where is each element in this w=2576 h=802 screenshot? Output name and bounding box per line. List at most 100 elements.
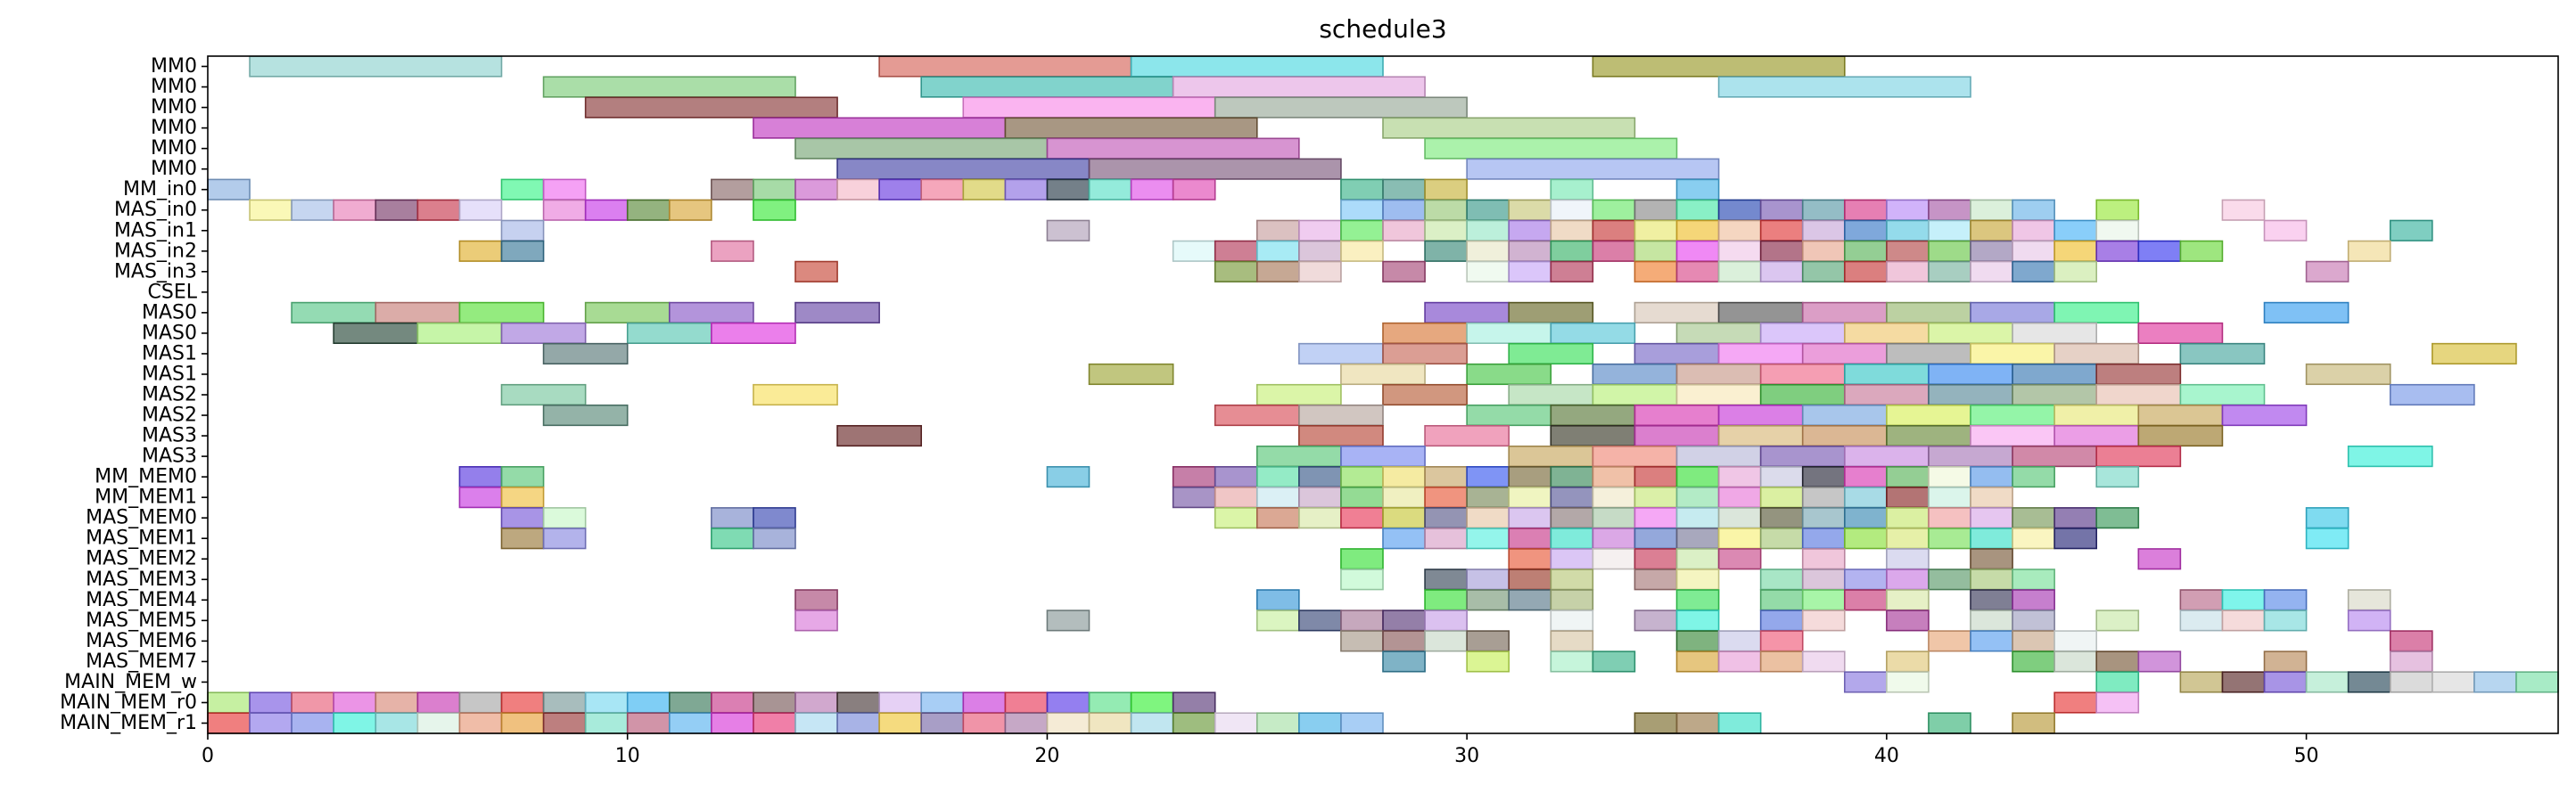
task-bar [2263, 671, 2308, 693]
task-bar [1382, 507, 1426, 529]
task-bar [1970, 199, 2013, 221]
task-bar [500, 487, 545, 509]
task-bar [1886, 260, 1930, 282]
task-bar [1550, 507, 1594, 529]
task-bar [1424, 424, 1510, 447]
task-bar [626, 712, 671, 734]
task-bar [1675, 363, 1762, 386]
task-bar [1801, 548, 1846, 570]
task-bar [2347, 446, 2433, 468]
task-bar [1928, 712, 1971, 734]
task-bar [1801, 487, 1846, 509]
task-bar [458, 487, 503, 509]
task-bar [1550, 322, 1636, 344]
task-bar [1340, 610, 1384, 632]
task-bar [1004, 712, 1049, 734]
task-bar [1592, 487, 1636, 509]
task-bar [1466, 528, 1510, 550]
task-bar [1843, 671, 1888, 693]
task-bar [1382, 383, 1468, 406]
task-bar [1675, 383, 1762, 406]
x-tick-label: 40 [1874, 745, 1899, 767]
task-bar [1970, 240, 2013, 262]
task-bar [1634, 260, 1678, 282]
task-bar [1046, 466, 1090, 488]
task-bar [1466, 507, 1510, 529]
task-bar [1717, 548, 1762, 570]
task-bar [2263, 651, 2308, 673]
task-bar [753, 507, 796, 529]
task-bar [1424, 569, 1468, 591]
task-bar [1886, 507, 1930, 529]
task-bar [1466, 199, 1510, 221]
task-bar [1592, 548, 1636, 570]
task-bar [1886, 569, 1930, 591]
task-bar [1592, 528, 1636, 550]
task-bar [1759, 630, 1804, 652]
task-bar [1970, 219, 2013, 241]
y-tick-label: MAS2 [142, 384, 197, 406]
task-bar [1970, 589, 2013, 611]
task-bar [2095, 610, 2140, 632]
task-bar [1424, 240, 1468, 262]
task-bar [2221, 199, 2266, 221]
task-bar [753, 712, 796, 734]
task-bar [1717, 199, 1762, 221]
task-bar [2095, 651, 2140, 673]
task-bar [794, 712, 838, 734]
task-bar [1088, 712, 1132, 734]
task-bar [1172, 712, 1216, 734]
task-bar [1382, 260, 1426, 282]
task-bar [2221, 610, 2266, 632]
task-bar [1801, 569, 1846, 591]
task-bar [542, 76, 796, 98]
task-bar [1466, 240, 1510, 262]
task-bar [1843, 322, 1930, 344]
task-bar [1759, 363, 1846, 386]
task-bar [1843, 466, 1888, 488]
task-bar [1634, 610, 1678, 632]
task-bar [416, 692, 461, 714]
task-bar [1466, 630, 1510, 652]
task-bar [668, 692, 712, 714]
task-bar [1717, 487, 1762, 509]
task-bar [1298, 424, 1384, 447]
task-bar [1675, 199, 1720, 221]
task-bar [2389, 651, 2433, 673]
task-bar [2053, 301, 2140, 323]
task-bar [1970, 528, 2013, 550]
task-bar [626, 199, 671, 221]
task-bar [2012, 363, 2098, 386]
task-bar [2012, 240, 2055, 262]
y-tick-label: MAIN_MEM_w [64, 671, 197, 693]
task-bar [1675, 260, 1720, 282]
task-bar [1340, 240, 1384, 262]
task-bar [584, 96, 838, 119]
task-bar [1759, 199, 1804, 221]
task-bar [2179, 589, 2224, 611]
task-bar [458, 301, 545, 323]
task-bar [1801, 301, 1888, 323]
task-bars [207, 55, 2559, 734]
task-bar [1088, 178, 1132, 200]
task-bar [458, 712, 503, 734]
task-bar [1675, 589, 1720, 611]
task-bar [1508, 589, 1552, 611]
task-bar [2305, 671, 2350, 693]
y-tick-label: MAS_in0 [114, 199, 197, 221]
task-bar [1717, 301, 1804, 323]
task-bar [1255, 383, 1342, 406]
task-bar [1970, 610, 2013, 632]
task-bar [1717, 630, 1762, 652]
task-bar [2431, 342, 2517, 365]
task-bar [2515, 671, 2559, 693]
chart-title: schedule3 [1319, 14, 1446, 44]
task-bar [1886, 671, 1930, 693]
y-tick-label: MAS_MEM3 [86, 569, 197, 591]
task-bar [1214, 240, 1258, 262]
task-bar [711, 507, 754, 529]
y-tick-label: MAS_MEM6 [86, 630, 197, 652]
task-bar [1214, 96, 1468, 119]
task-bar [1634, 507, 1678, 529]
task-bar [1550, 199, 1594, 221]
